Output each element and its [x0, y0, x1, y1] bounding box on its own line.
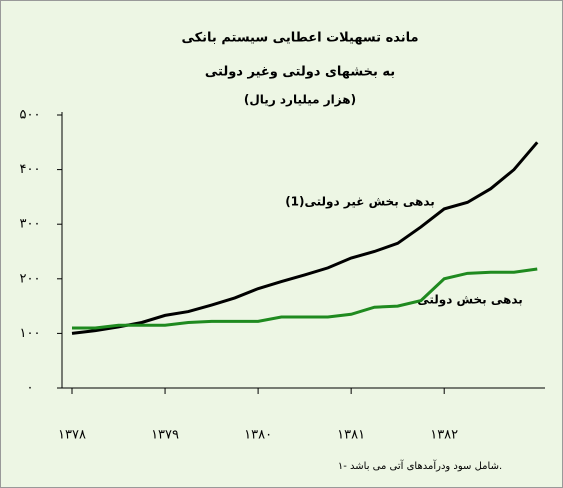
annotation: بدهی بخش دولتی — [417, 293, 523, 308]
x-tick-label: ۱۳۸۰ — [244, 428, 272, 443]
y-tick-label: ۴۰۰ — [20, 162, 41, 177]
y-tick-label: ۱۰۰ — [20, 326, 41, 341]
chart-title: مانده تسهیلات اعطایی سیستم بانکی — [181, 31, 418, 46]
line-series — [72, 267, 538, 330]
footnote: ۱- شامل سود ودرآمدهای آتی می باشد. — [338, 459, 502, 472]
y-tick-label: ۵۰۰ — [20, 108, 41, 123]
y-tick-label: ۲۰۰ — [20, 271, 41, 286]
x-tick-label: ۱۳۷۸ — [58, 428, 86, 443]
line-series — [71, 141, 539, 335]
y-tick-label: ۳۰۰ — [20, 217, 41, 232]
y-axis-label: (هزار میلیارد ریال) — [244, 93, 356, 107]
x-tick-label: ۱۳۷۹ — [151, 428, 179, 443]
x-tick-label: ۱۳۸۲ — [430, 428, 458, 443]
annotation: بدهی بخش غیر دولتی(1) — [285, 195, 435, 210]
x-tick-label: ۱۳۸۱ — [337, 428, 365, 443]
y-tick-label: ۰ — [27, 381, 34, 396]
chart-subtitle: به بخشهای دولتی وغیر دولتی — [205, 65, 395, 80]
